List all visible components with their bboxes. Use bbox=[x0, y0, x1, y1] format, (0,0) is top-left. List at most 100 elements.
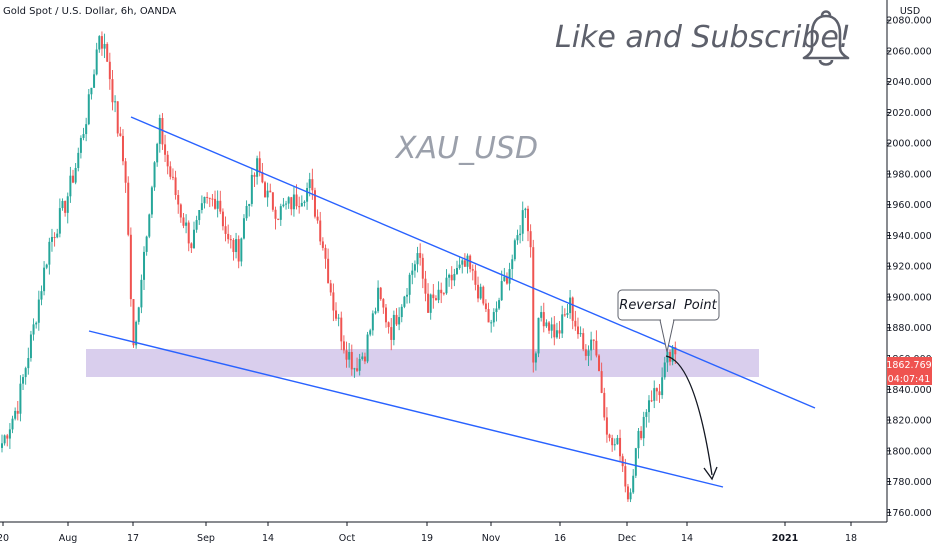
candle-up[interactable] bbox=[79, 137, 82, 153]
candle-up[interactable] bbox=[511, 259, 514, 270]
candle-up[interactable] bbox=[503, 276, 506, 282]
candle-up[interactable] bbox=[287, 197, 290, 204]
candle-up[interactable] bbox=[14, 410, 17, 419]
candle-up[interactable] bbox=[292, 194, 295, 210]
candle-down[interactable] bbox=[529, 231, 532, 248]
candle-up[interactable] bbox=[93, 74, 96, 88]
candle-down[interactable] bbox=[224, 226, 227, 234]
candle-up[interactable] bbox=[74, 167, 77, 183]
candle-up[interactable] bbox=[508, 269, 511, 284]
candle-down[interactable] bbox=[313, 190, 316, 217]
candle-up[interactable] bbox=[135, 321, 138, 346]
candle-down[interactable] bbox=[382, 299, 385, 308]
candle-down[interactable] bbox=[108, 61, 111, 80]
candle-down[interactable] bbox=[674, 347, 677, 355]
candle-down[interactable] bbox=[324, 247, 327, 259]
candle-down[interactable] bbox=[532, 247, 535, 363]
candle-down[interactable] bbox=[424, 278, 427, 294]
candle-down[interactable] bbox=[258, 158, 261, 173]
upper-trendline[interactable] bbox=[130, 116, 816, 409]
candle-up[interactable] bbox=[24, 368, 27, 378]
candle-up[interactable] bbox=[637, 430, 640, 449]
candle-up[interactable] bbox=[90, 87, 93, 95]
candle-down[interactable] bbox=[442, 293, 445, 295]
candle-down[interactable] bbox=[427, 293, 430, 313]
candle-down[interactable] bbox=[179, 204, 182, 218]
candle-up[interactable] bbox=[411, 270, 414, 275]
candle-up[interactable] bbox=[666, 351, 669, 363]
candle-up[interactable] bbox=[437, 289, 440, 301]
price-axis[interactable]: 1760.000 1780.000 1800.000 1820.000 1840.000… bbox=[886, 16, 931, 519]
candle-up[interactable] bbox=[377, 287, 380, 312]
candle-up[interactable] bbox=[256, 158, 259, 177]
candle-down[interactable] bbox=[395, 314, 398, 325]
candle-up[interactable] bbox=[616, 437, 619, 445]
candle-down[interactable] bbox=[626, 486, 629, 500]
candle-up[interactable] bbox=[87, 94, 90, 125]
candle-up[interactable] bbox=[429, 294, 432, 313]
candle-down[interactable] bbox=[548, 322, 551, 331]
candle-down[interactable] bbox=[611, 437, 614, 446]
candle-down[interactable] bbox=[290, 197, 293, 210]
candle-up[interactable] bbox=[492, 312, 495, 323]
candle-down[interactable] bbox=[127, 182, 130, 235]
candle-down[interactable] bbox=[206, 196, 209, 198]
candle-down[interactable] bbox=[363, 356, 366, 362]
candle-down[interactable] bbox=[100, 36, 103, 49]
candle-up[interactable] bbox=[114, 101, 117, 103]
candle-down[interactable] bbox=[419, 253, 422, 258]
candle-up[interactable] bbox=[645, 412, 648, 417]
candle-up[interactable] bbox=[555, 330, 558, 338]
candle-down[interactable] bbox=[574, 320, 577, 327]
candle-down[interactable] bbox=[592, 339, 595, 341]
candle-down[interactable] bbox=[221, 211, 224, 227]
candle-down[interactable] bbox=[187, 222, 190, 244]
candle-up[interactable] bbox=[56, 233, 59, 238]
candle-up[interactable] bbox=[140, 279, 143, 308]
candle-down[interactable] bbox=[390, 327, 393, 340]
candle-down[interactable] bbox=[440, 289, 443, 294]
lower-trendline[interactable] bbox=[88, 330, 724, 488]
candle-up[interactable] bbox=[661, 377, 664, 396]
candle-up[interactable] bbox=[98, 36, 101, 50]
candle-down[interactable] bbox=[558, 330, 561, 334]
candle-up[interactable] bbox=[48, 241, 51, 265]
candle-up[interactable] bbox=[43, 267, 46, 292]
candle-up[interactable] bbox=[398, 317, 401, 325]
candle-down[interactable] bbox=[261, 172, 264, 183]
candle-down[interactable] bbox=[469, 255, 472, 270]
candle-up[interactable] bbox=[306, 188, 309, 202]
candle-up[interactable] bbox=[490, 322, 493, 324]
candle-down[interactable] bbox=[264, 182, 266, 198]
candle-up[interactable] bbox=[103, 44, 106, 49]
candle-down[interactable] bbox=[619, 437, 622, 457]
candle-up[interactable] bbox=[235, 239, 238, 253]
candle-down[interactable] bbox=[64, 200, 67, 213]
candle-up[interactable] bbox=[524, 208, 527, 211]
candle-down[interactable] bbox=[237, 239, 240, 262]
candle-up[interactable] bbox=[200, 203, 203, 211]
candle-up[interactable] bbox=[653, 388, 656, 401]
candle-up[interactable] bbox=[82, 134, 85, 138]
candle-down[interactable] bbox=[171, 176, 174, 178]
candle-down[interactable] bbox=[332, 292, 335, 311]
candle-down[interactable] bbox=[463, 260, 466, 267]
candle-up[interactable] bbox=[550, 324, 553, 331]
candle-down[interactable] bbox=[229, 239, 232, 241]
candle-up[interactable] bbox=[403, 296, 406, 307]
candle-up[interactable] bbox=[3, 435, 6, 444]
candle-down[interactable] bbox=[271, 192, 274, 210]
candle-up[interactable] bbox=[466, 255, 469, 267]
candle-up[interactable] bbox=[537, 317, 540, 354]
candle-down[interactable] bbox=[340, 317, 343, 342]
candle-down[interactable] bbox=[169, 166, 172, 177]
candle-down[interactable] bbox=[595, 340, 598, 356]
candle-down[interactable] bbox=[505, 276, 508, 284]
candle-up[interactable] bbox=[8, 429, 11, 439]
candle-up[interactable] bbox=[308, 179, 311, 189]
candle-down[interactable] bbox=[329, 283, 332, 293]
candle-down[interactable] bbox=[72, 175, 75, 183]
candle-down[interactable] bbox=[119, 133, 122, 136]
candle-down[interactable] bbox=[164, 144, 167, 155]
candle-up[interactable] bbox=[85, 124, 88, 135]
